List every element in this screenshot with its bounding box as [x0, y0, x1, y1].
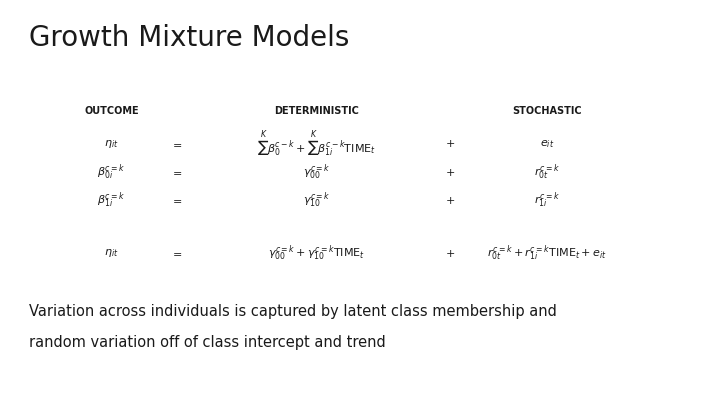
- Text: Growth Mixture Models: Growth Mixture Models: [29, 24, 349, 52]
- Text: $\sum^{K}\beta_0^{c-k}+\sum^{K}\beta_{1i}^{c-k}\mathrm{TIME}_t$: $\sum^{K}\beta_0^{c-k}+\sum^{K}\beta_{1i…: [257, 129, 377, 158]
- Text: DETERMINISTIC: DETERMINISTIC: [274, 107, 359, 116]
- Text: $r_{0t}^{c=k}$: $r_{0t}^{c=k}$: [534, 162, 560, 182]
- Text: $+$: $+$: [445, 138, 455, 149]
- Text: $=$: $=$: [170, 196, 183, 205]
- Text: $=$: $=$: [170, 248, 183, 258]
- Text: $\eta_{it}$: $\eta_{it}$: [104, 138, 119, 150]
- Text: $\gamma_{00}^{c=k}+\gamma_{10}^{c=k}\mathrm{TIME}_t$: $\gamma_{00}^{c=k}+\gamma_{10}^{c=k}\mat…: [269, 243, 365, 263]
- Text: $=$: $=$: [170, 139, 183, 149]
- Text: $+$: $+$: [445, 195, 455, 206]
- Text: $=$: $=$: [170, 167, 183, 177]
- Text: random variation off of class intercept and trend: random variation off of class intercept …: [29, 335, 385, 350]
- Text: $r_{0t}^{c=k}+r_{1i}^{c=k}\mathrm{TIME}_t+e_{it}$: $r_{0t}^{c=k}+r_{1i}^{c=k}\mathrm{TIME}_…: [487, 243, 607, 263]
- Text: $\beta_{1i}^{c=k}$: $\beta_{1i}^{c=k}$: [97, 191, 126, 210]
- Text: $\eta_{it}$: $\eta_{it}$: [104, 247, 119, 259]
- Text: $+$: $+$: [445, 166, 455, 178]
- Text: OUTCOME: OUTCOME: [84, 107, 139, 116]
- Text: Variation across individuals is captured by latent class membership and: Variation across individuals is captured…: [29, 304, 557, 320]
- Text: $\gamma_{00}^{c=k}$: $\gamma_{00}^{c=k}$: [303, 162, 330, 182]
- Text: $r_{1i}^{c=k}$: $r_{1i}^{c=k}$: [534, 191, 560, 210]
- Text: $+$: $+$: [445, 247, 455, 259]
- Text: $e_{it}$: $e_{it}$: [540, 138, 554, 150]
- Text: STOCHASTIC: STOCHASTIC: [513, 107, 582, 116]
- Text: $\gamma_{10}^{c=k}$: $\gamma_{10}^{c=k}$: [303, 191, 330, 210]
- Text: $\beta_{0i}^{c=k}$: $\beta_{0i}^{c=k}$: [97, 162, 126, 182]
